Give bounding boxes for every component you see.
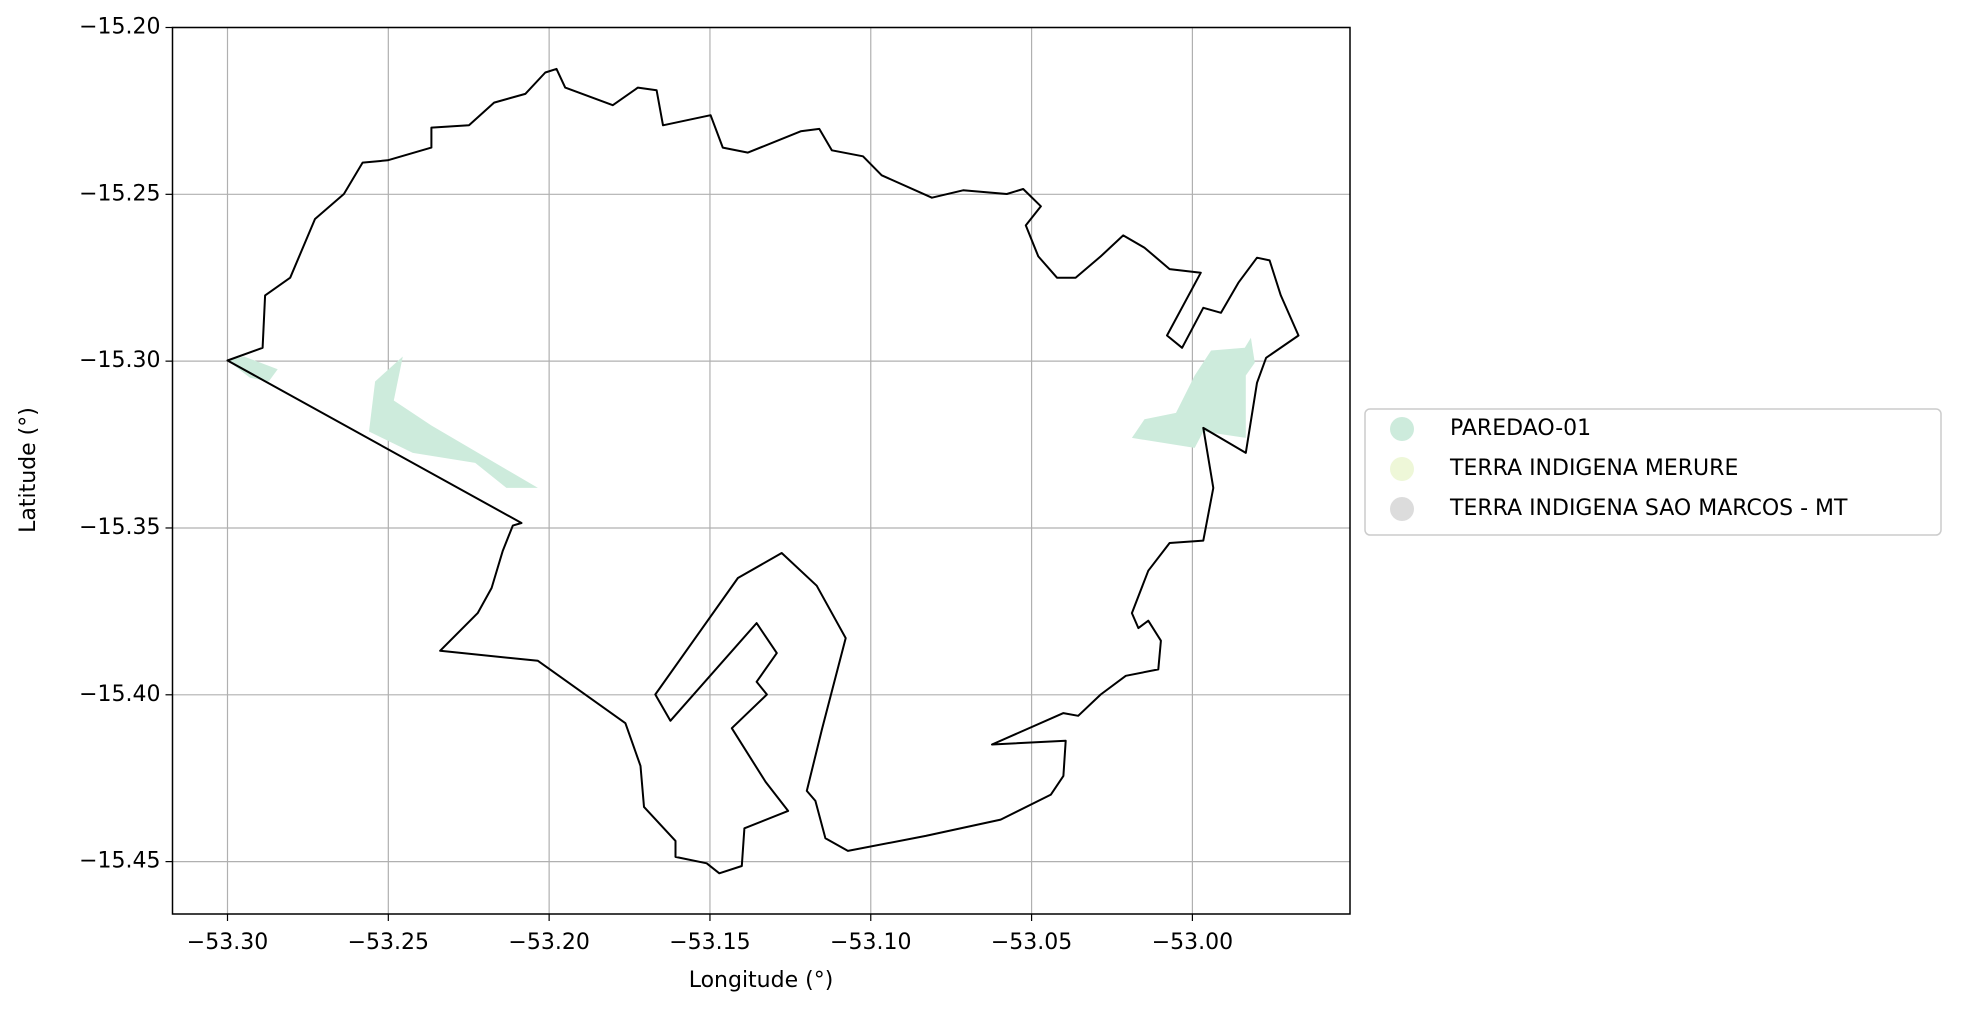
legend-label: TERRA INDIGENA SAO MARCOS - MT <box>1449 496 1848 521</box>
x-tick-label: −53.15 <box>669 930 750 955</box>
y-tick-label: −15.35 <box>79 515 160 540</box>
y-tick-label: −15.20 <box>79 15 160 40</box>
legend-box <box>1364 408 1942 536</box>
x-tick-label: −53.05 <box>991 930 1072 955</box>
y-tick-label: −15.40 <box>79 682 160 707</box>
area-patch <box>369 356 538 488</box>
area-patch <box>227 356 278 382</box>
area-patch <box>1131 337 1255 448</box>
legend-marker <box>1390 497 1414 521</box>
legend-marker <box>1390 457 1414 481</box>
x-axis-label: Longitude (°) <box>689 968 834 993</box>
y-tick-label: −15.45 <box>79 849 160 874</box>
x-tick-label: −53.20 <box>508 930 589 955</box>
y-axis-label: Latitude (°) <box>16 407 41 533</box>
legend-label: PAREDAO-01 <box>1450 416 1591 441</box>
legend-marker <box>1390 417 1414 441</box>
boundary <box>226 67 1300 875</box>
y-tick-label: −15.30 <box>79 348 160 373</box>
x-tick-label: −53.00 <box>1152 930 1233 955</box>
plot-frame <box>171 26 1351 915</box>
legend-label: TERRA INDIGENA MERURE <box>1449 456 1738 481</box>
x-tick-label: −53.25 <box>348 930 429 955</box>
x-tick-label: −53.10 <box>830 930 911 955</box>
y-tick-label: −15.25 <box>79 181 160 206</box>
x-tick-label: −53.30 <box>187 930 268 955</box>
